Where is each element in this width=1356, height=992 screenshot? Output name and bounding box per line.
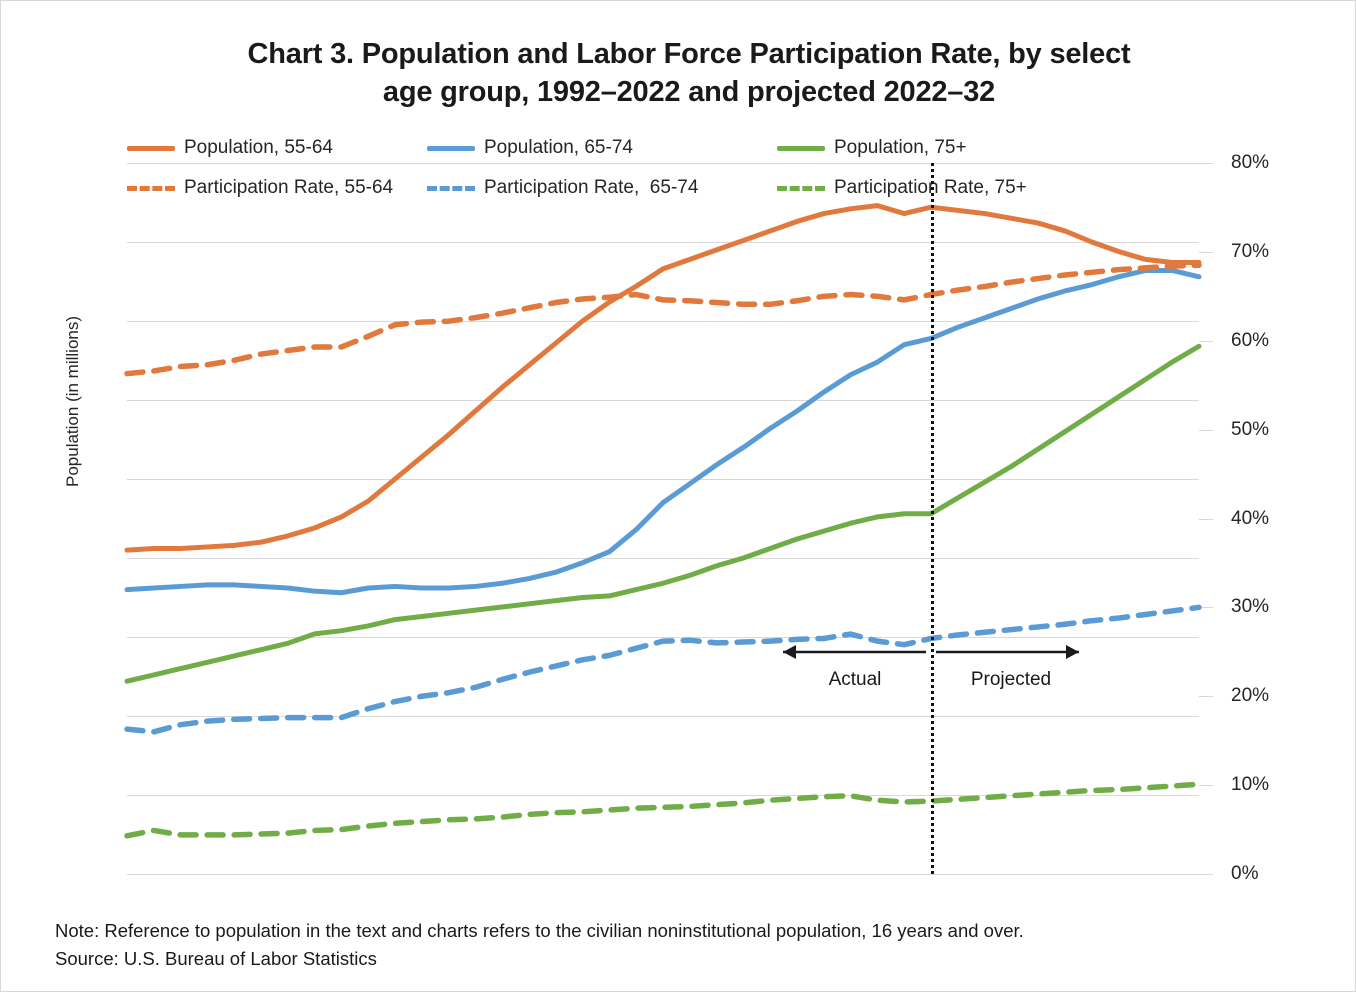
legend-item-rate-55-64[interactable]: Participation Rate, 55-64 [127, 177, 427, 199]
legend-swatch-rate-75plus [777, 185, 825, 191]
chart-title-line-2: age group, 1992–2022 and projected 2022–… [382, 76, 996, 109]
legend-item-rate-65-74[interactable]: Participation Rate, 65-74 [427, 177, 777, 199]
legend-label-rate-65-74: Participation Rate, 65-74 [484, 177, 699, 198]
gridline [127, 874, 1199, 875]
annotation-arrows [783, 645, 1079, 659]
legend-swatch-population-65-74 [427, 145, 475, 151]
y-axis-right-tick-mark [1199, 518, 1213, 520]
legend-item-rate-75plus[interactable]: Participation Rate, 75+ [777, 177, 1077, 199]
y-axis-right-tick-mark [1199, 874, 1213, 875]
legend-label-population-55-64: Population, 55-64 [184, 137, 333, 158]
legend-swatch-rate-65-74 [427, 185, 475, 191]
y-axis-left-title: Population (in millions) [63, 315, 82, 487]
legend-swatch-population-75plus [777, 145, 825, 151]
gridline [127, 795, 1199, 796]
y-axis-right-tick-label: 80% [1231, 152, 1270, 173]
annotation-projected: Projected [970, 669, 1052, 690]
y-axis-right-tick-mark [1199, 251, 1213, 253]
legend-label-population-75plus: Population, 75+ [834, 137, 967, 158]
y-axis-right-tick-label: 10% [1231, 774, 1270, 796]
series-lines [124, 203, 1202, 839]
series-line [124, 267, 1202, 596]
chart-title: Chart 3. Population and Labor Force Part… [129, 35, 1249, 112]
series-line [124, 604, 1202, 735]
gridline [127, 637, 1199, 638]
gridline [127, 716, 1199, 717]
y-axis-right-tick-mark [1199, 429, 1213, 431]
legend-swatch-population-55-64 [127, 145, 175, 151]
legend-row-population: Population, 55-64 Population, 65-74 Popu… [127, 135, 1217, 161]
legend-label-population-65-74: Population, 65-74 [484, 137, 633, 158]
gridline [127, 479, 1199, 480]
gridline [127, 558, 1199, 559]
series-line [124, 343, 1202, 684]
y-axis-right-tick-label: 60% [1231, 329, 1270, 351]
y-axis-right-tick-mark [1199, 696, 1213, 698]
plot-area: 051015202530354045 0%10%20%30%40%50%60%7… [63, 152, 1269, 884]
y-axis-right-tick-mark [1199, 340, 1213, 342]
y-axis-right-tick-mark [1199, 785, 1213, 787]
legend-label-rate-75plus: Participation Rate, 75+ [834, 177, 1027, 198]
chart-legend: Population, 55-64 Population, 65-74 Popu… [127, 135, 1217, 201]
legend-item-population-75plus[interactable]: Population, 75+ [777, 137, 1077, 159]
legend-swatch-rate-55-64 [127, 185, 175, 191]
gridline [127, 163, 1199, 164]
gridline [127, 242, 1199, 243]
series-line [124, 262, 1202, 377]
series-line [124, 781, 1202, 839]
annotation-actual: Actual [828, 669, 882, 690]
y-axis-right-tick-label: 30% [1231, 596, 1270, 618]
chart-notes: Note: Reference to population in the tex… [55, 917, 1024, 973]
note-text: Note: Reference to population in the tex… [55, 920, 1024, 941]
y-axis-right-tick-label: 40% [1231, 507, 1270, 529]
projected-arrow-head [1066, 645, 1079, 659]
series-line [124, 203, 1202, 553]
gridline [127, 400, 1199, 401]
projection-divider-line [931, 163, 934, 874]
legend-item-population-65-74[interactable]: Population, 65-74 [427, 137, 777, 159]
y-axis-right-tick-mark [1199, 607, 1213, 609]
chart-card: Chart 3. Population and Labor Force Part… [9, 9, 1349, 985]
legend-row-participation: Participation Rate, 55-64 Participation … [127, 175, 1217, 201]
y-axis-right-tick-label: 0% [1231, 863, 1259, 884]
y-axis-right-tick-label: 50% [1231, 418, 1270, 440]
y-axis-right-tick-label: 70% [1231, 240, 1270, 262]
chart-title-line-1: Chart 3. Population and Labor Force Part… [247, 38, 1131, 70]
legend-item-population-55-64[interactable]: Population, 55-64 [127, 137, 427, 159]
y-axis-right-tick-mark [1199, 163, 1213, 164]
gridline [127, 321, 1199, 322]
y-axis-right-tick-label: 20% [1231, 685, 1270, 707]
actual-arrow-head [783, 645, 796, 659]
legend-label-rate-55-64: Participation Rate, 55-64 [184, 177, 394, 198]
source-text: Source: U.S. Bureau of Labor Statistics [55, 948, 377, 970]
